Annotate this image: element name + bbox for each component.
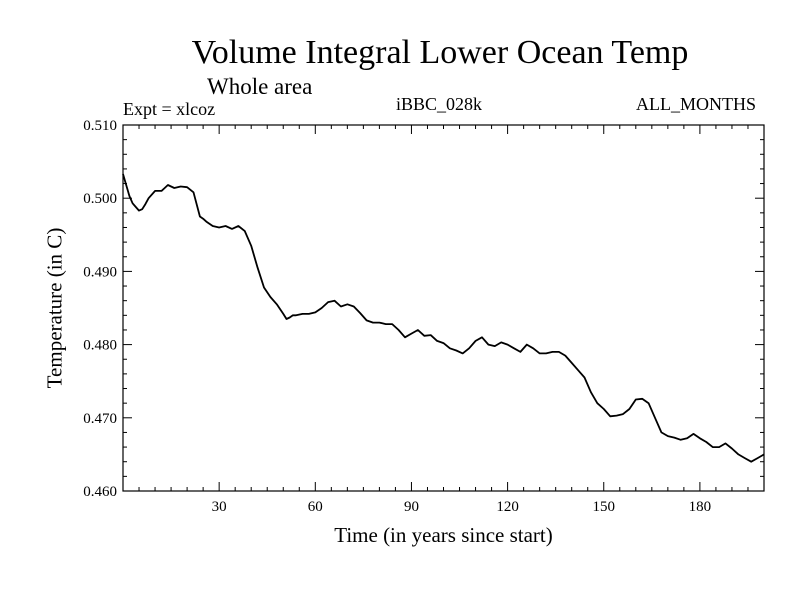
tick-labels: 30 60 90 120 150 180 0.460 0.470 0.480 0.490 0.500…: [83, 118, 711, 515]
run-id-label: iBBC_028k: [396, 94, 483, 114]
x-tick-label: 180: [689, 499, 712, 515]
y-tick-label: 0.470: [83, 411, 117, 427]
series-line: [122, 173, 765, 463]
x-tick-label: 90: [404, 499, 419, 515]
months-label: ALL_MONTHS: [636, 94, 756, 114]
series-group: [122, 173, 765, 463]
x-tick-label: 150: [593, 499, 616, 515]
plot-frame: [122, 124, 765, 492]
axis-ticks: [123, 125, 764, 491]
y-tick-label: 0.460: [83, 484, 117, 500]
y-tick-label: 0.510: [83, 118, 117, 134]
x-axis-label: Time (in years since start): [334, 523, 553, 547]
chart-title: Volume Integral Lower Ocean Temp: [191, 34, 689, 71]
x-tick-label: 30: [212, 499, 227, 515]
y-tick-label: 0.500: [83, 191, 117, 207]
experiment-label: Expt = xlcoz: [123, 99, 216, 119]
y-tick-label: 0.490: [83, 264, 117, 280]
y-tick-label: 0.480: [83, 338, 117, 354]
x-tick-label: 60: [308, 499, 323, 515]
x-tick-label: 120: [496, 499, 519, 515]
chart-subtitle: Whole area: [207, 74, 313, 99]
